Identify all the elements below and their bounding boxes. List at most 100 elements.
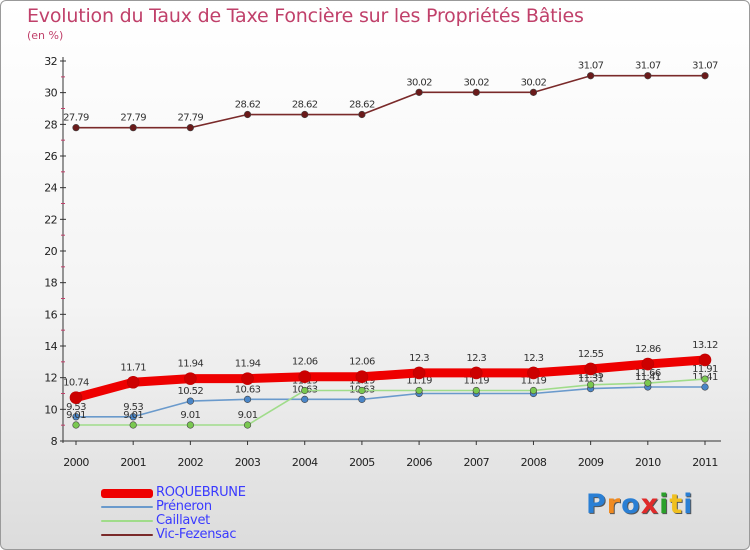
data-label-vic-fezensac: 31.07 (635, 61, 661, 72)
data-point-roquebrune (69, 391, 83, 404)
data-point-vic-fezensac (129, 124, 137, 132)
logo-letter: o (621, 489, 641, 520)
logo-letter: x (640, 489, 660, 520)
data-label-preneron: 11.41 (635, 372, 661, 383)
data-label-roquebrune: 11.71 (120, 362, 146, 373)
legend-label: ROQUEBRUNE (156, 485, 246, 500)
proxiti-logo: Proxiti (586, 489, 694, 520)
data-point-caillavet (301, 386, 309, 395)
data-point-caillavet (129, 421, 137, 429)
data-label-preneron: 10.52 (178, 386, 204, 397)
data-point-caillavet (415, 386, 423, 395)
data-point-preneron (358, 395, 366, 403)
y-tick-label: 18 (44, 277, 57, 290)
data-point-vic-fezensac (243, 110, 252, 119)
data-label-vic-fezensac: 27.79 (178, 113, 204, 124)
data-point-roquebrune (641, 357, 655, 371)
logo-letter: i (659, 489, 670, 520)
data-label-roquebrune: 11.94 (178, 359, 204, 370)
data-point-caillavet (529, 386, 538, 395)
legend-swatch (101, 520, 153, 522)
data-label-preneron: 11.31 (578, 374, 604, 385)
data-label-roquebrune: 12.3 (524, 353, 544, 364)
data-point-preneron (72, 413, 80, 421)
x-tick-label: 2005 (349, 456, 375, 469)
logo-letter: i (683, 489, 694, 520)
data-label-roquebrune: 10.74 (63, 378, 89, 389)
legend-swatch (101, 489, 153, 498)
data-point-preneron (243, 395, 252, 403)
data-label-roquebrune: 12.55 (578, 349, 604, 360)
data-point-vic-fezensac (186, 124, 194, 132)
data-label-caillavet: 11.19 (463, 375, 489, 386)
data-point-roquebrune (527, 366, 540, 380)
data-label-vic-fezensac: 27.79 (63, 113, 89, 124)
data-label-vic-fezensac: 30.02 (521, 77, 547, 88)
data-label-vic-fezensac: 28.62 (292, 100, 318, 111)
data-label-roquebrune: 12.3 (466, 353, 486, 364)
legend-label: Vic-Fezensac (156, 527, 237, 542)
data-label-roquebrune: 11.94 (235, 359, 261, 370)
data-point-caillavet (243, 421, 252, 429)
data-point-caillavet (472, 386, 480, 395)
x-tick-label: 2011 (692, 456, 718, 469)
logo-letter: r (606, 489, 622, 520)
y-tick-label: 22 (44, 213, 57, 226)
data-point-roquebrune (584, 362, 597, 376)
data-label-vic-fezensac: 28.62 (349, 100, 375, 111)
y-tick-label: 24 (44, 182, 57, 195)
unit-label: (en %) (27, 29, 64, 42)
data-label-preneron: 9.53 (123, 402, 143, 413)
data-label-caillavet: 11.91 (692, 364, 718, 375)
data-point-vic-fezensac (72, 124, 80, 132)
series-line-caillavet (75, 378, 706, 426)
data-point-roquebrune (126, 375, 140, 389)
y-tick-label: 30 (44, 87, 57, 100)
y-tick-label: 14 (44, 340, 57, 353)
data-point-roquebrune (355, 370, 369, 384)
data-label-caillavet: 11.19 (521, 375, 547, 386)
data-label-caillavet: 9.01 (238, 410, 258, 421)
data-point-caillavet (587, 381, 595, 389)
data-point-preneron (186, 397, 194, 405)
x-tick-label: 2008 (521, 456, 547, 469)
data-label-roquebrune: 12.86 (635, 344, 661, 355)
y-tick-label: 28 (44, 118, 57, 131)
data-label-roquebrune: 13.12 (692, 340, 718, 351)
data-label-preneron: 10.63 (235, 384, 261, 395)
data-label-caillavet: 11.19 (406, 375, 432, 386)
legend-label: Caillavet (156, 513, 210, 528)
x-tick-label: 2006 (406, 456, 432, 469)
data-point-vic-fezensac (301, 110, 309, 119)
y-tick-label: 16 (44, 308, 57, 321)
data-point-caillavet (644, 379, 652, 387)
data-label-roquebrune: 12.06 (292, 357, 318, 368)
data-point-roquebrune (469, 366, 483, 380)
data-label-vic-fezensac: 28.62 (235, 100, 261, 111)
logo-letter: P (586, 489, 607, 520)
data-point-caillavet (358, 386, 366, 395)
data-point-roquebrune (698, 353, 712, 367)
data-point-vic-fezensac (358, 110, 366, 119)
data-point-caillavet (186, 421, 194, 429)
data-point-vic-fezensac (472, 88, 480, 96)
data-label-vic-fezensac: 27.79 (120, 113, 146, 124)
y-tick-label: 26 (44, 150, 57, 163)
series-line-roquebrune (71, 355, 710, 403)
x-tick-label: 2002 (178, 456, 204, 469)
data-point-vic-fezensac (587, 72, 595, 80)
x-tick-label: 2010 (635, 456, 661, 469)
data-point-vic-fezensac (529, 88, 538, 96)
data-label-caillavet: 9.01 (180, 410, 200, 421)
data-point-roquebrune (298, 370, 312, 384)
data-point-caillavet (701, 375, 709, 383)
x-tick-label: 2004 (292, 456, 318, 469)
data-point-vic-fezensac (644, 72, 652, 80)
legend-swatch (101, 506, 153, 508)
legend-label: Préneron (156, 499, 212, 514)
y-tick-label: 8 (51, 435, 58, 448)
data-label-vic-fezensac: 31.07 (692, 61, 718, 72)
data-label-caillavet: 9.01 (66, 410, 86, 421)
data-point-vic-fezensac (701, 72, 709, 80)
